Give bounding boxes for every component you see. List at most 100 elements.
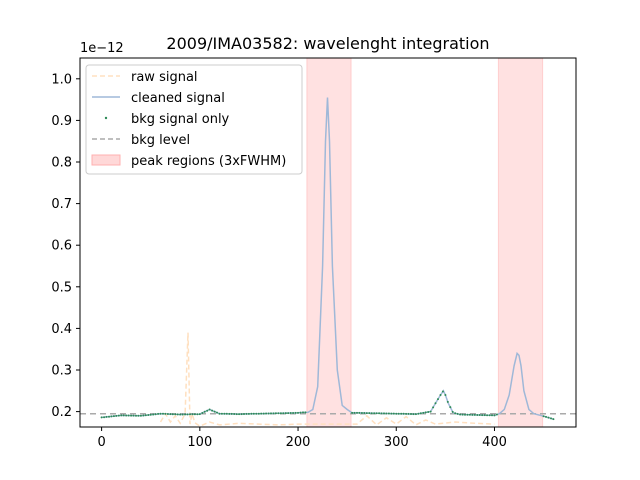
bkg-signal-point xyxy=(154,413,157,416)
bkg-signal-point xyxy=(441,390,444,393)
bkg-signal-point xyxy=(206,409,209,412)
bkg-signal-point xyxy=(405,412,408,415)
bkg-signal-point xyxy=(149,413,152,416)
bkg-signal-point xyxy=(481,414,484,417)
y-tick-label: 0.5 xyxy=(51,280,72,295)
bkg-signal-point xyxy=(351,411,354,414)
legend-label-peak-regions-3xfwhm-: peak regions (3xFWHM) xyxy=(131,154,286,169)
bkg-signal-point xyxy=(456,412,459,415)
bkg-signal-point xyxy=(139,414,142,417)
bkg-signal-point xyxy=(164,412,167,415)
bkg-signal-point xyxy=(125,414,128,417)
y-offset-label: 1e−12 xyxy=(80,41,124,56)
bkg-signal-point xyxy=(550,417,552,420)
bkg-signal-point xyxy=(174,413,177,416)
series-line-raw-signal xyxy=(159,332,495,428)
bkg-signal-point xyxy=(255,412,258,415)
bkg-signal-point xyxy=(274,412,277,415)
x-tick-label: 400 xyxy=(482,435,507,450)
bkg-signal-point xyxy=(216,411,218,414)
bkg-signal-point xyxy=(444,394,447,396)
legend-marker-bkg-signal-only xyxy=(104,116,108,120)
bkg-signal-point xyxy=(137,414,140,417)
bkg-signal-point xyxy=(476,414,479,416)
bkg-signal-point xyxy=(223,412,226,415)
bkg-signal-point xyxy=(184,413,187,416)
bkg-signal-point xyxy=(542,415,545,418)
bkg-signal-point xyxy=(459,413,462,416)
bkg-signal-point xyxy=(473,413,476,416)
bkg-signal-point xyxy=(495,413,498,416)
bkg-signal-point xyxy=(127,414,130,417)
bkg-signal-point xyxy=(272,412,275,415)
bkg-signal-point xyxy=(176,413,179,416)
bkg-signal-point xyxy=(365,412,368,415)
x-axis: 0 100 200 300 400 xyxy=(97,427,507,450)
bkg-signal-point xyxy=(392,412,395,415)
bkg-signal-point xyxy=(225,412,228,415)
bkg-signal-point xyxy=(238,413,241,416)
bkg-signal-point xyxy=(105,415,108,418)
bkg-signal-point xyxy=(247,412,250,415)
bkg-signal-point xyxy=(193,413,196,416)
bkg-signal-point xyxy=(218,412,221,415)
bkg-signal-point xyxy=(297,411,299,414)
bkg-signal-point xyxy=(201,412,204,414)
bkg-signal-point xyxy=(169,413,172,416)
bkg-signal-point xyxy=(395,412,398,415)
bkg-signal-point xyxy=(166,413,169,415)
bkg-signal-point xyxy=(304,411,307,414)
bkg-signal-point xyxy=(434,402,437,405)
legend-items: raw signal cleaned signal bkg signal only b… xyxy=(91,70,286,169)
bkg-signal-point xyxy=(483,414,486,417)
bkg-signal-point xyxy=(108,415,110,418)
x-tick-label: 300 xyxy=(384,435,409,450)
bkg-signal-point xyxy=(159,412,162,415)
bkg-signal-point xyxy=(230,412,233,415)
series-layer xyxy=(100,97,555,428)
bkg-signal-point xyxy=(103,416,106,419)
bkg-signal-point xyxy=(294,411,297,414)
bkg-signal-point xyxy=(360,412,363,414)
bkg-signal-point xyxy=(147,414,150,416)
bkg-signal-point xyxy=(284,412,287,415)
bkg-signal-point xyxy=(547,416,550,419)
bkg-signal-point xyxy=(407,412,410,415)
bkg-signal-point xyxy=(250,412,253,415)
x-tick-label: 0 xyxy=(97,435,105,450)
bkg-signal-point xyxy=(493,414,496,417)
bkg-signal-point xyxy=(282,412,285,415)
bkg-signal-point xyxy=(115,414,118,417)
y-tick-label: 0.6 xyxy=(51,239,72,254)
bkg-signal-point xyxy=(552,418,555,421)
legend: raw signal cleaned signal bkg signal only b… xyxy=(85,64,303,175)
bkg-signal-point xyxy=(451,410,454,413)
bkg-signal-point xyxy=(439,394,442,396)
bkg-signal-point xyxy=(446,400,449,403)
bkg-signal-point xyxy=(464,413,466,416)
bkg-signal-point xyxy=(400,412,403,415)
bkg-signal-point xyxy=(245,412,248,415)
bkg-signal-point xyxy=(110,415,113,418)
bkg-signal-point xyxy=(171,413,174,416)
legend-label-bkg-level: bkg level xyxy=(131,133,190,148)
bkg-signal-point xyxy=(385,412,388,415)
y-tick-label: 0.2 xyxy=(51,405,72,420)
bkg-signal-point xyxy=(545,415,547,418)
bkg-signal-point xyxy=(461,413,464,416)
peak-region-1 xyxy=(497,57,544,428)
x-tick-label: 200 xyxy=(286,435,311,450)
bkg-signal-point xyxy=(437,398,439,401)
legend-marker-peak-regions-3xfwhm- xyxy=(91,154,121,166)
bkg-signal-point xyxy=(397,412,400,415)
bkg-signal-point xyxy=(432,406,435,409)
bkg-signal-point xyxy=(289,412,292,414)
y-tick-label: 0.8 xyxy=(51,156,72,171)
bkg-signal-point xyxy=(112,415,115,418)
bkg-signal-point xyxy=(468,413,471,416)
bkg-signal-point xyxy=(383,412,385,415)
bkg-signal-point xyxy=(243,413,245,415)
bkg-signal-point xyxy=(135,414,137,417)
